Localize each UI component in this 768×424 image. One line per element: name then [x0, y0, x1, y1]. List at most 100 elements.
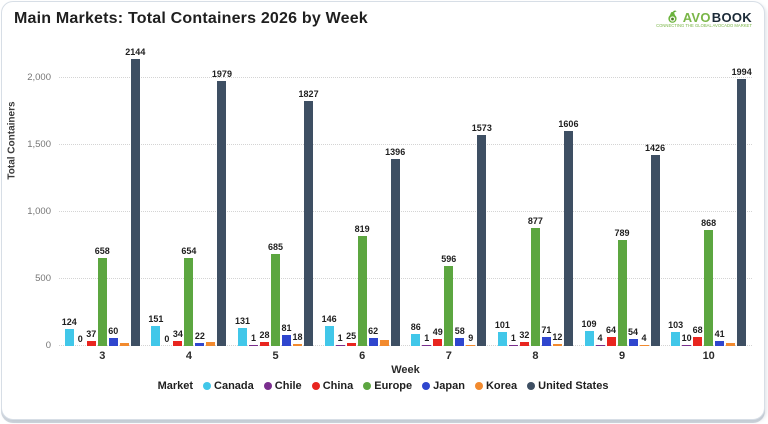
- bar-united-states-week-5[interactable]: [304, 101, 314, 346]
- value-label-united-states-week-3: 2144: [125, 46, 146, 57]
- bar-europe-week-3[interactable]: [97, 257, 107, 346]
- value-label-europe-week-10: 868: [701, 217, 717, 228]
- bar-korea-week-3[interactable]: [119, 343, 129, 346]
- bar-canada-week-9[interactable]: [584, 331, 594, 346]
- bar-united-states-week-4[interactable]: [217, 80, 227, 346]
- bar-europe-week-8[interactable]: [530, 228, 540, 346]
- bar-europe-week-10[interactable]: [704, 229, 714, 346]
- bar-canada-week-7[interactable]: [411, 334, 421, 346]
- value-label-europe-week-4: 654: [181, 246, 197, 257]
- value-label-korea-week-5: 18: [292, 331, 303, 342]
- bar-korea-week-6[interactable]: [379, 339, 389, 346]
- bar-chile-week-10[interactable]: [682, 344, 692, 346]
- bar-chile-week-7[interactable]: [422, 344, 432, 346]
- bar-china-week-9[interactable]: [606, 337, 616, 346]
- y-tick-label: 1,000: [27, 206, 51, 217]
- gridline-1,000: [59, 211, 752, 212]
- legend-item-canada[interactable]: Canada: [203, 380, 254, 392]
- legend-item-chile[interactable]: Chile: [263, 380, 302, 392]
- legend-item-europe[interactable]: Europe: [363, 380, 412, 392]
- bar-canada-week-3[interactable]: [64, 329, 74, 346]
- x-tick-label-5: 5: [272, 350, 279, 362]
- bar-japan-week-8[interactable]: [541, 336, 551, 346]
- bar-china-week-10[interactable]: [693, 336, 703, 346]
- barwrap-canada-week-9: 109: [582, 46, 597, 346]
- legend-title: Market: [157, 380, 194, 392]
- value-label-chile-week-10: 10: [681, 332, 692, 343]
- barwrap-chile-week-3: 0: [76, 46, 85, 346]
- bar-china-week-8[interactable]: [519, 341, 529, 346]
- bar-europe-week-4[interactable]: [184, 258, 194, 346]
- bar-china-week-6[interactable]: [346, 342, 356, 346]
- bar-chile-week-8[interactable]: [508, 344, 518, 346]
- barwrap-japan-week-6: 62: [368, 46, 379, 346]
- bar-japan-week-9[interactable]: [628, 338, 638, 346]
- value-label-japan-week-10: 41: [714, 328, 725, 339]
- bar-china-week-7[interactable]: [433, 339, 443, 346]
- value-label-canada-week-3: 124: [61, 317, 77, 328]
- bar-china-week-4[interactable]: [173, 341, 183, 346]
- y-tick-label: 0: [45, 340, 51, 351]
- barwrap-united-states-week-6: 1396: [385, 46, 405, 346]
- bar-united-states-week-7[interactable]: [477, 135, 487, 346]
- bar-europe-week-5[interactable]: [271, 254, 281, 346]
- legend-label: Europe: [374, 380, 413, 392]
- barwrap-china-week-10: 68: [693, 46, 703, 346]
- value-label-chile-week-9: 4: [597, 332, 603, 343]
- bar-chile-week-5[interactable]: [249, 344, 259, 346]
- value-label-japan-week-4: 22: [194, 331, 205, 342]
- bar-korea-week-10[interactable]: [726, 342, 736, 346]
- legend-dot-japan: [422, 382, 431, 390]
- bar-japan-week-6[interactable]: [368, 337, 378, 346]
- barwrap-canada-week-10: 103: [668, 46, 683, 346]
- barwrap-europe-week-8: 877: [528, 46, 543, 346]
- barwrap-japan-week-5: 81: [282, 46, 292, 346]
- value-label-korea-week-7: 9: [468, 332, 474, 343]
- bar-group-week-7: 86 1 49 596 58 9 1573: [406, 46, 493, 346]
- bar-united-states-week-3[interactable]: [130, 58, 140, 346]
- bar-japan-week-3[interactable]: [108, 337, 118, 346]
- bar-korea-week-9[interactable]: [639, 344, 649, 346]
- barwrap-china-week-3: 37: [86, 46, 96, 346]
- legend-item-korea[interactable]: Korea: [474, 380, 517, 392]
- bar-korea-week-4[interactable]: [206, 341, 216, 346]
- value-label-japan-week-8: 71: [541, 324, 552, 335]
- bar-united-states-week-10[interactable]: [737, 78, 747, 346]
- bar-group-week-4: 151 0 34 654 22 1979: [146, 46, 233, 346]
- bar-united-states-week-9[interactable]: [650, 154, 660, 346]
- legend-dot-united-states: [527, 382, 536, 390]
- bar-japan-week-5[interactable]: [282, 335, 292, 346]
- bar-united-states-week-6[interactable]: [390, 158, 400, 346]
- bar-europe-week-7[interactable]: [444, 266, 454, 346]
- bar-canada-week-10[interactable]: [671, 332, 681, 346]
- bar-europe-week-9[interactable]: [617, 240, 627, 346]
- bar-china-week-3[interactable]: [86, 341, 96, 346]
- bar-korea-week-5[interactable]: [293, 343, 303, 346]
- bar-canada-week-4[interactable]: [151, 325, 161, 346]
- bar-united-states-week-8[interactable]: [563, 130, 573, 346]
- bar-korea-week-7[interactable]: [466, 344, 476, 346]
- legend-item-japan[interactable]: Japan: [422, 380, 465, 392]
- bar-japan-week-7[interactable]: [455, 338, 465, 346]
- legend-item-china[interactable]: China: [311, 380, 353, 392]
- bar-chile-week-9[interactable]: [595, 344, 605, 346]
- value-label-canada-week-7: 86: [410, 322, 421, 333]
- bar-china-week-5[interactable]: [260, 342, 270, 346]
- bar-japan-week-10[interactable]: [715, 340, 725, 346]
- bar-canada-week-8[interactable]: [497, 332, 507, 346]
- bar-korea-week-8[interactable]: [552, 344, 562, 346]
- bar-japan-week-4[interactable]: [195, 343, 205, 346]
- value-label-europe-week-9: 789: [614, 228, 630, 239]
- legend-item-united-states[interactable]: United States: [527, 380, 608, 392]
- bar-chile-week-6[interactable]: [335, 344, 345, 346]
- bar-canada-week-5[interactable]: [238, 328, 248, 346]
- barwrap-china-week-9: 64: [606, 46, 616, 346]
- value-label-japan-week-6: 62: [368, 325, 379, 336]
- bar-europe-week-6[interactable]: [357, 236, 367, 346]
- barwrap-canada-week-6: 146: [322, 46, 337, 346]
- legend-dot-chile: [263, 382, 272, 390]
- barwrap-europe-week-6: 819: [355, 46, 370, 346]
- bar-canada-week-6[interactable]: [324, 326, 334, 346]
- legend-dot-europe: [363, 382, 372, 390]
